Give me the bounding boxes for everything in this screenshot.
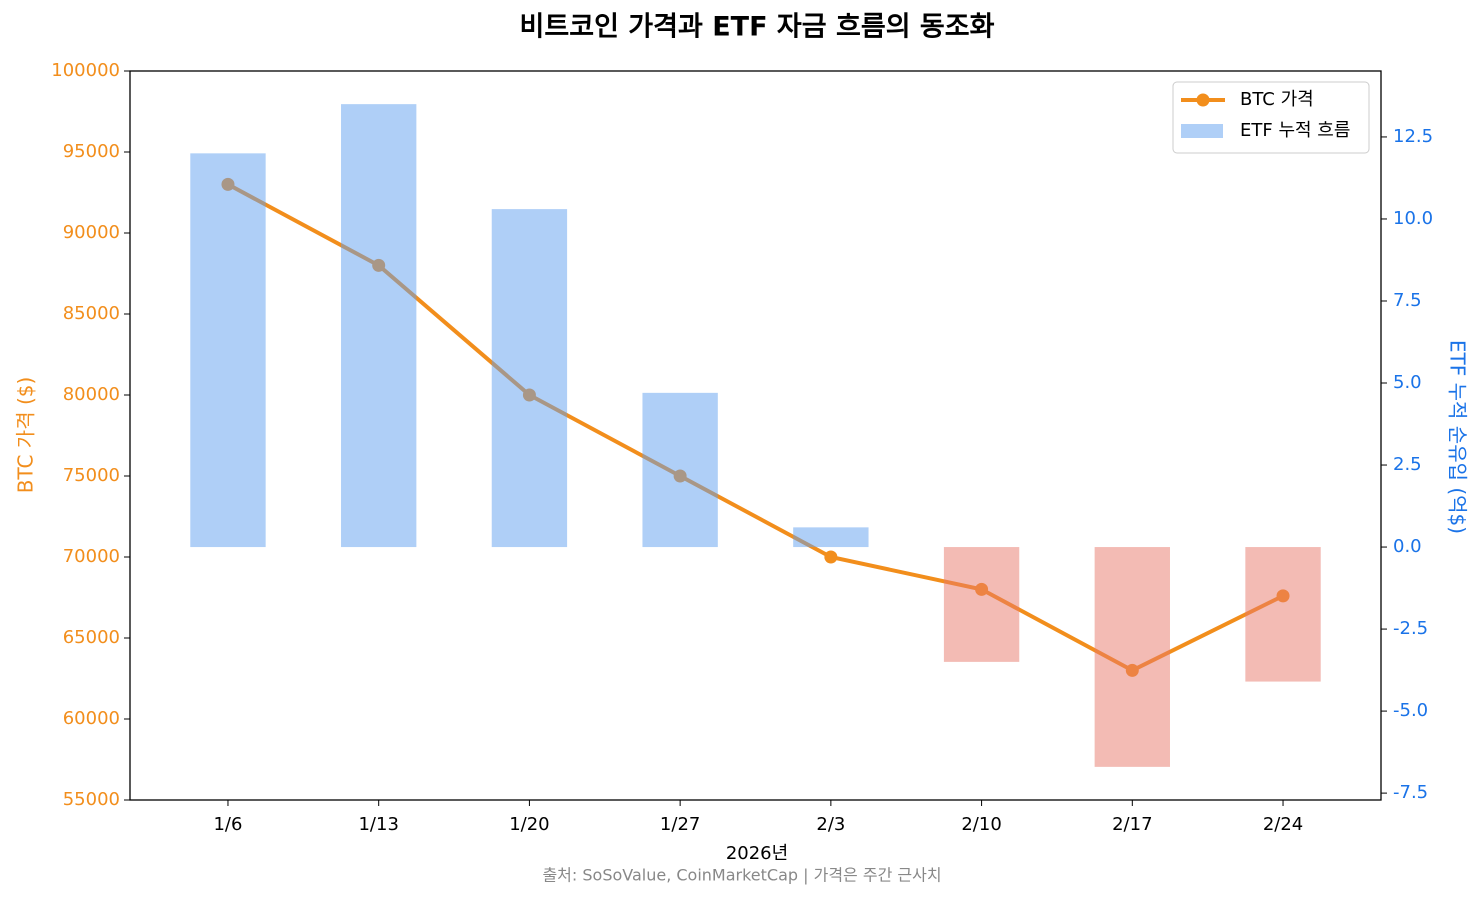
y2-tick-label: 10.0 — [1393, 208, 1433, 229]
y-tick-label: 60000 — [63, 708, 120, 729]
y2-tick-label: 0.0 — [1393, 536, 1422, 557]
y2-tick-label: -2.5 — [1393, 618, 1428, 639]
y2-tick-label: 12.5 — [1393, 126, 1433, 147]
x-tick-label: 2/10 — [961, 814, 1001, 835]
legend-label: BTC 가격 — [1240, 89, 1314, 110]
x-tick-label: 2/3 — [816, 814, 845, 835]
y2-tick-label: 7.5 — [1393, 290, 1422, 311]
x-tick-label: 1/6 — [213, 814, 242, 835]
y-tick-label: 65000 — [63, 627, 120, 648]
flow-bar — [793, 527, 869, 548]
chart-title: 비트코인 가격과 ETF 자금 흐름의 동조화 — [520, 12, 995, 43]
x-tick-label: 2/24 — [1263, 814, 1303, 835]
flow-bar — [1094, 547, 1170, 767]
flow-bar — [943, 547, 1020, 662]
flow-bar — [341, 104, 417, 548]
flow-bar — [491, 209, 568, 548]
y2-tick-label: 5.0 — [1393, 372, 1422, 393]
legend-label: ETF 누적 흐름 — [1240, 120, 1350, 141]
y-tick-label: 100000 — [51, 60, 120, 81]
y-tick-label: 95000 — [63, 141, 120, 162]
y-axis-label: BTC 가격 ($) — [14, 377, 38, 494]
y-tick-label: 80000 — [63, 384, 120, 405]
source-note: 출처: SoSoValue, CoinMarketCap | 가격은 주간 근사… — [542, 866, 941, 885]
y-tick-label: 85000 — [63, 303, 120, 324]
y-tick-label: 75000 — [63, 465, 120, 486]
x-tick-label: 2/17 — [1112, 814, 1152, 835]
x-tick-label: 1/20 — [509, 814, 549, 835]
x-axis-label: 2026년 — [726, 843, 788, 864]
y2-tick-label: 2.5 — [1393, 454, 1422, 475]
flow-bar — [642, 392, 718, 548]
x-tick-label: 1/13 — [358, 814, 398, 835]
price-point — [824, 550, 838, 564]
legend-marker — [1196, 93, 1210, 107]
flow-bar — [1245, 547, 1321, 682]
y-tick-label: 70000 — [63, 546, 120, 567]
y-tick-label: 55000 — [63, 789, 120, 810]
y2-axis-label: ETF 누적 순유입 (억$) — [1446, 340, 1470, 534]
y2-tick-label: -5.0 — [1393, 700, 1428, 721]
plot-frame — [129, 70, 1382, 801]
y-tick-label: 90000 — [63, 222, 120, 243]
x-tick-label: 1/27 — [660, 814, 700, 835]
flow-bar — [190, 153, 266, 548]
y2-tick-label: -7.5 — [1393, 782, 1428, 803]
legend-patch — [1181, 124, 1223, 138]
